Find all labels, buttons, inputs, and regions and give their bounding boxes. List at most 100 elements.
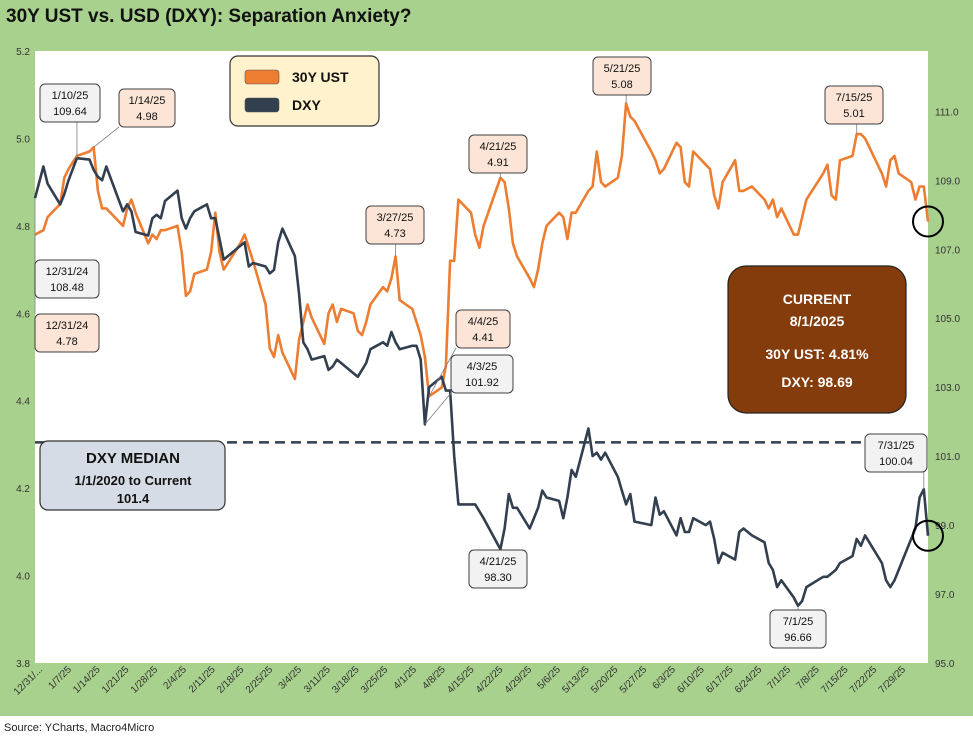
ust-30y-line [34,102,930,398]
current-date: 8/1/2025 [790,313,845,329]
current-box-rect [727,265,907,414]
callout-box [769,609,827,649]
y-left-tick-label: 4.2 [16,484,30,495]
y-right-tick-label: 109.0 [935,176,960,187]
x-tick-label: 6/3/25 [651,664,679,692]
callout-value: 4.78 [56,336,77,348]
x-tick-label: 4/15/25 [445,664,477,696]
callout-ust-1231: 12/31/24 4.78 [34,313,100,353]
x-tick-label: 7/1/25 [766,664,794,692]
callout-ust-0421: 4/21/25 4.91 [468,134,528,174]
callout-dxy-0110: 1/10/25 109.64 [39,83,101,123]
callout-dxy-0731: 7/31/25 100.04 [864,433,928,473]
callout-value: 4.73 [384,228,405,240]
callout-value: 100.04 [879,456,913,468]
y-left-tick-label: 5.0 [16,134,30,145]
legend-label-ust: 30Y UST [292,69,349,85]
callout-leader [424,392,452,425]
callout-value: 109.64 [53,106,87,118]
callout-dxy-0403: 4/3/25 101.92 [450,354,514,394]
x-tick-label: 3/4/25 [277,664,305,692]
callout-ust-0114: 1/14/25 4.98 [118,88,176,128]
callout-box [592,56,652,96]
callout-ust-0327: 3/27/25 4.73 [365,205,425,245]
y-left-tick-label: 4.8 [16,222,30,233]
y-right-tick-label: 105.0 [935,314,960,325]
callout-box [455,309,511,349]
callout-box [468,134,528,174]
x-tick-label: 1/7/25 [46,664,74,692]
x-tick-label: 1/14/25 [71,664,103,696]
dxy-line [33,156,930,608]
callout-box [450,354,514,394]
callout-box [34,259,100,299]
x-tick-label: 3/11/25 [302,664,333,695]
callout-leader [93,126,120,148]
x-tick-label: 4/22/25 [474,664,506,696]
y-left-tick-label: 4.0 [16,572,30,583]
callout-date: 1/10/25 [52,90,89,102]
y-left-tick-label: 3.8 [16,659,30,670]
callout-ust-0715: 7/15/25 5.01 [824,85,884,125]
x-tick-label: 2/25/25 [244,664,276,696]
callout-date: 12/31/24 [46,266,89,278]
y-right-tick-label: 107.0 [935,245,960,256]
callout-date: 12/31/24 [46,320,89,332]
callout-date: 4/21/25 [480,141,517,153]
median-box-rect [39,440,226,511]
x-tick-label: 7/29/25 [877,664,909,696]
callout-box [864,433,928,473]
callout-value: 101.92 [465,377,499,389]
callout-ust-0521: 5/21/25 5.08 [592,56,652,96]
callout-date: 4/4/25 [468,316,499,328]
legend-label-dxy: DXY [292,97,321,113]
callout-box [118,88,176,128]
callout-value: 4.98 [136,111,157,123]
callout-value: 4.41 [472,332,493,344]
x-tick-label: 1/28/25 [129,664,161,696]
x-tick-label: 6/17/25 [704,664,736,696]
x-tick-label: 2/18/25 [215,664,247,696]
x-tick-label: 4/8/25 [420,664,448,692]
callout-date: 3/27/25 [377,212,414,224]
callout-date: 7/15/25 [836,92,873,104]
callout-date: 1/14/25 [129,95,166,107]
callout-value: 108.48 [50,282,84,294]
callout-dxy-0421: 4/21/25 98.30 [468,549,528,589]
y-right-tick-label: 101.0 [935,452,960,463]
callout-value: 96.66 [784,632,812,644]
callout-leader [428,347,457,397]
y-right-tick-label: 103.0 [935,383,960,394]
legend-box [229,55,380,127]
callout-value: 5.08 [611,79,632,91]
y-left-tick-label: 4.6 [16,309,30,320]
x-tick-label: 6/10/25 [675,664,707,696]
title-bar: 30Y UST vs. USD (DXY): Separation Anxiet… [0,0,973,35]
chart-title: 30Y UST vs. USD (DXY): Separation Anxiet… [6,6,412,27]
dxy-median-box: DXY MEDIAN 1/1/2020 to Current 101.4 [39,440,226,511]
callout-dxy-0701: 7/1/25 96.66 [769,609,827,649]
callout-value: 98.30 [484,572,512,584]
callout-date: 7/1/25 [783,616,814,628]
legend: 30Y UST DXY [229,55,380,127]
ust-current-circle [912,205,944,238]
x-tick-label: 7/22/25 [848,664,880,696]
x-tick-label: 4/29/25 [503,664,535,696]
x-tick-label: 4/1/25 [392,664,420,692]
chart-svg: 3.8 4.0 4.2 4.4 4.6 4.8 5.0 5.2 95.0 97.0 99.0 101.… [12,47,961,698]
source-note: Source: YCharts, Macro4Micro [4,722,155,734]
dxy-current-circle [912,519,944,552]
x-tick-label: 5/6/25 [535,664,563,692]
x-tick-label: 3/25/25 [359,664,391,696]
callout-box [824,85,884,125]
x-tick-label: 6/24/25 [733,664,765,696]
x-tick-label: 7/8/25 [794,664,822,692]
callout-box [39,83,101,123]
median-value: 101.4 [117,491,150,506]
current-ust: 30Y UST: 4.81% [765,346,869,362]
y-right-tick-label: 97.0 [935,590,955,601]
callout-ust-0404: 4/4/25 4.41 [455,309,511,349]
callout-date: 5/21/25 [604,63,641,75]
x-tick-label: 2/4/25 [162,664,190,692]
x-tick-label: 3/18/25 [330,664,362,696]
